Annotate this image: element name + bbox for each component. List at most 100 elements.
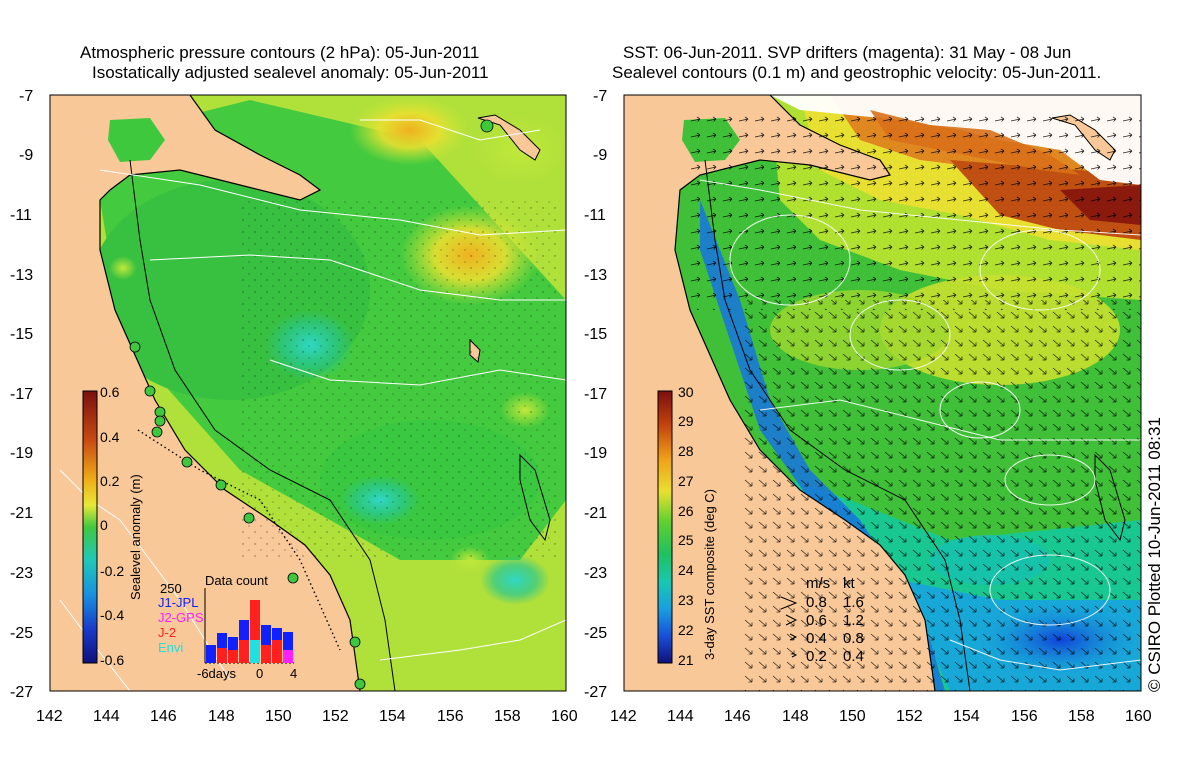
key-arrow-icon — [789, 633, 798, 641]
y-tick: -13 — [10, 267, 33, 284]
sealevel-contours — [699, 179, 1141, 671]
y-tick: -7 — [593, 88, 607, 105]
y-tick: -11 — [584, 207, 606, 224]
cb-right-tick: 23 — [678, 592, 694, 608]
y-tick: -17 — [584, 386, 607, 403]
x-tick: 148 — [208, 708, 235, 725]
key-header-kt: kt — [843, 575, 856, 592]
left-title-line1: Atmospheric pressure contours (2 hPa): 0… — [80, 43, 480, 62]
data-count-title: Data count — [205, 573, 268, 588]
y-tick: -7 — [19, 88, 33, 105]
right-title-line1: SST: 06-Jun-2011. SVP drifters (magenta)… — [623, 43, 1072, 62]
copyright-credit: © CSIRO Plotted 10-Jun-2011 08:31 — [1145, 417, 1164, 692]
y-tick: -19 — [10, 445, 33, 462]
cb-left-tick: -0.4 — [100, 607, 124, 623]
cb-left-tick: 0 — [100, 517, 108, 533]
cb-right-tick: 22 — [678, 622, 694, 638]
x-tick: 146 — [150, 708, 177, 725]
right-title-line2: Sealevel contours (0.1 m) and geostrophi… — [612, 63, 1102, 82]
left-map — [50, 95, 566, 691]
key-ms: 0.2 — [806, 648, 827, 665]
data-count-xtick: -6days — [197, 666, 237, 681]
key-arrow-icon — [780, 596, 798, 610]
data-count-xtick: 4 — [290, 666, 297, 681]
x-tick: 158 — [1068, 708, 1095, 725]
y-tick: -9 — [19, 147, 33, 164]
key-ms: 0.8 — [806, 594, 827, 611]
key-kt: 1.6 — [843, 594, 864, 611]
cb-left-tick: 0.4 — [100, 429, 120, 445]
y-tick: -13 — [584, 267, 607, 284]
legend-j2-gps: J2-GPS — [158, 610, 204, 625]
cb-right-tick: 21 — [678, 652, 694, 668]
y-tick: -25 — [10, 625, 33, 642]
cb-right-tick: 25 — [678, 532, 694, 548]
right-map — [624, 95, 1141, 691]
x-tick: 156 — [1011, 708, 1038, 725]
data-count-xtick: 0 — [256, 666, 263, 681]
left-title-line2: Isostatically adjusted sealevel anomaly:… — [92, 63, 489, 82]
y-tick: -19 — [584, 445, 607, 462]
y-tick: -15 — [584, 326, 607, 343]
x-tick: 150 — [839, 708, 866, 725]
x-tick: 160 — [551, 708, 578, 725]
key-kt: 0.8 — [843, 630, 864, 647]
cb-left-tick: -0.6 — [100, 652, 124, 668]
key-header-ms: m/s — [806, 575, 830, 592]
x-tick: 150 — [265, 708, 292, 725]
key-kt: 0.4 — [843, 648, 864, 665]
x-tick: 148 — [782, 708, 809, 725]
x-tick: 154 — [953, 708, 980, 725]
y-tick: -27 — [10, 684, 33, 701]
x-tick: 146 — [724, 708, 751, 725]
y-tick: -23 — [10, 565, 33, 582]
cb-right-tick: 29 — [678, 413, 694, 429]
velocity-key: m/s kt 0.8 1.6 0.6 1.2 0.4 0.8 0.2 0.4 — [780, 575, 864, 665]
key-arrow-icon — [791, 652, 798, 658]
x-tick: 144 — [93, 708, 120, 725]
x-tick: 142 — [610, 708, 637, 725]
cb-left-tick: 0.2 — [100, 473, 120, 489]
y-tick: -21 — [584, 505, 607, 522]
x-tick: 152 — [896, 708, 923, 725]
y-tick: -21 — [10, 505, 33, 522]
y-tick: -23 — [584, 565, 607, 582]
y-tick: -25 — [584, 625, 607, 642]
key-ms: 0.6 — [806, 612, 827, 629]
y-tick: -11 — [10, 207, 32, 224]
left-axes: 142 144 146 148 150 152 154 156 158 160 … — [10, 88, 578, 725]
tide-gauge-markers — [129, 119, 494, 690]
sst-colorbar — [657, 390, 673, 664]
cb-left-label: Sealevel anomaly (m) — [128, 474, 143, 600]
cb-left-tick: -0.2 — [100, 563, 124, 579]
legend-envi: Envi — [158, 640, 183, 655]
key-arrow-icon — [785, 614, 798, 626]
cb-right-tick: 24 — [678, 562, 694, 578]
key-kt: 1.2 — [843, 612, 864, 629]
cb-left-tick: 0.6 — [100, 384, 120, 400]
sealevel-colorbar — [82, 390, 98, 664]
cb-right-tick: 27 — [678, 473, 694, 489]
data-count-max: 250 — [160, 581, 182, 596]
x-tick: 158 — [494, 708, 521, 725]
cb-right-tick: 30 — [678, 384, 694, 400]
x-tick: 154 — [379, 708, 406, 725]
y-tick: -15 — [10, 326, 33, 343]
y-tick: -27 — [584, 684, 607, 701]
cb-right-tick: 28 — [678, 443, 694, 459]
y-tick: -9 — [593, 147, 607, 164]
x-tick: 152 — [322, 708, 349, 725]
x-tick: 156 — [437, 708, 464, 725]
legend-j1-jpl: J1-JPL — [158, 595, 198, 610]
x-tick: 142 — [36, 708, 63, 725]
y-tick: -17 — [10, 386, 33, 403]
velocity-arrows — [690, 110, 1141, 310]
key-ms: 0.4 — [806, 630, 827, 647]
data-count-bars — [206, 600, 293, 663]
cb-right-tick: 26 — [678, 503, 694, 519]
cb-right-label: 3-day SST composite (deg C) — [702, 489, 717, 660]
x-tick: 144 — [667, 708, 694, 725]
data-count-inset: 250 Data count J1-JPL J2-GPS J-2 Envi -6… — [158, 573, 297, 681]
right-axes: 142 144 146 148 150 152 154 156 158 160 … — [584, 88, 1152, 725]
